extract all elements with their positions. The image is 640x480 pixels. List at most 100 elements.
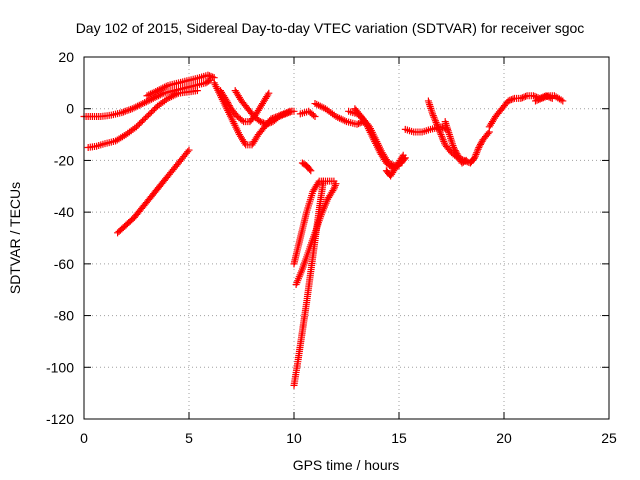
series-1 (84, 87, 201, 151)
series-8 (292, 180, 340, 289)
data-point (205, 72, 213, 80)
series-20 (532, 92, 567, 105)
data-point (438, 132, 446, 140)
data-point (532, 97, 539, 105)
data-point (477, 139, 485, 147)
series-9 (290, 177, 338, 268)
data-point (472, 150, 480, 158)
data-point (264, 91, 272, 99)
data-point (434, 124, 442, 132)
data-point (225, 102, 233, 110)
data-point (455, 154, 463, 162)
data-point (134, 121, 142, 129)
data-point (471, 154, 479, 162)
series-18 (441, 118, 470, 167)
data-point (142, 114, 149, 122)
data-point (286, 108, 294, 116)
data-point (557, 96, 565, 104)
data-point (559, 97, 567, 105)
grid (84, 57, 609, 419)
data-point (450, 145, 458, 153)
data-point (139, 117, 146, 125)
data-point (258, 118, 266, 126)
data-point (476, 140, 484, 148)
data-point (434, 122, 441, 130)
data-point (184, 148, 192, 156)
data-point (353, 120, 361, 128)
data-point (543, 92, 551, 100)
data-point (136, 120, 143, 128)
data-point (260, 119, 268, 127)
data-point (277, 112, 285, 120)
data-point (264, 120, 272, 128)
data-point (331, 183, 339, 191)
data-point (207, 72, 215, 80)
data-point (475, 144, 483, 151)
data-point (429, 112, 437, 120)
series-5 (217, 87, 273, 126)
data-point (522, 92, 530, 100)
data-point (224, 99, 232, 107)
data-point (209, 73, 217, 81)
data-point (436, 129, 444, 137)
data-point (399, 151, 407, 159)
data-point (238, 116, 246, 124)
data-point (256, 118, 264, 126)
series-12 (311, 100, 367, 128)
y-tick-label: -80 (54, 308, 74, 324)
data-point (193, 87, 201, 95)
data-point (436, 127, 444, 135)
data-point (430, 113, 438, 121)
data-point (539, 94, 547, 102)
data-point (266, 119, 274, 127)
data-point (520, 93, 528, 101)
y-tick-label: -120 (46, 411, 74, 427)
series-3 (143, 71, 218, 100)
data-point (450, 144, 458, 151)
data-point (280, 111, 288, 119)
data-point (461, 157, 469, 165)
data-point (278, 111, 286, 119)
data-point (437, 131, 445, 139)
y-tick-label: -60 (54, 256, 74, 272)
data-point (355, 120, 363, 128)
data-point (533, 96, 541, 104)
series-11 (296, 107, 319, 120)
chart-title: Day 102 of 2015, Sidereal Day-to-day VTE… (76, 20, 585, 36)
data-point (205, 77, 213, 85)
data-point (431, 117, 439, 125)
data-point (507, 96, 515, 104)
data-point (331, 181, 339, 189)
series-17 (424, 97, 493, 167)
y-tick-label: 20 (58, 49, 74, 65)
data-point (452, 148, 460, 156)
data-point (140, 115, 148, 123)
data-point (476, 142, 484, 150)
data-point (541, 93, 549, 101)
data-point (241, 139, 249, 147)
data-point (143, 112, 151, 120)
data-point (517, 94, 525, 102)
x-tick-label: 10 (286, 430, 302, 446)
data-point (149, 107, 157, 115)
data-point (433, 120, 441, 128)
x-tick-label: 15 (391, 430, 407, 446)
data-point (309, 111, 317, 119)
axis-ticks: 0 5 10 15 20 25 -120 -100 -80 -60 -40 -20 0 20 (46, 49, 617, 446)
data-point (330, 177, 338, 185)
data-point (429, 110, 437, 118)
data-point (133, 123, 140, 131)
data-point (506, 96, 514, 104)
data-point (314, 179, 322, 187)
series-6 (231, 87, 296, 128)
data-point (432, 119, 440, 127)
y-tick-label: -20 (54, 152, 74, 168)
y-tick-label: 0 (66, 101, 74, 117)
data-point (285, 109, 293, 117)
data-point (538, 94, 546, 102)
data-point (148, 108, 155, 116)
data-point (529, 92, 537, 100)
series-2 (114, 146, 193, 237)
y-tick-label: -40 (54, 204, 74, 220)
